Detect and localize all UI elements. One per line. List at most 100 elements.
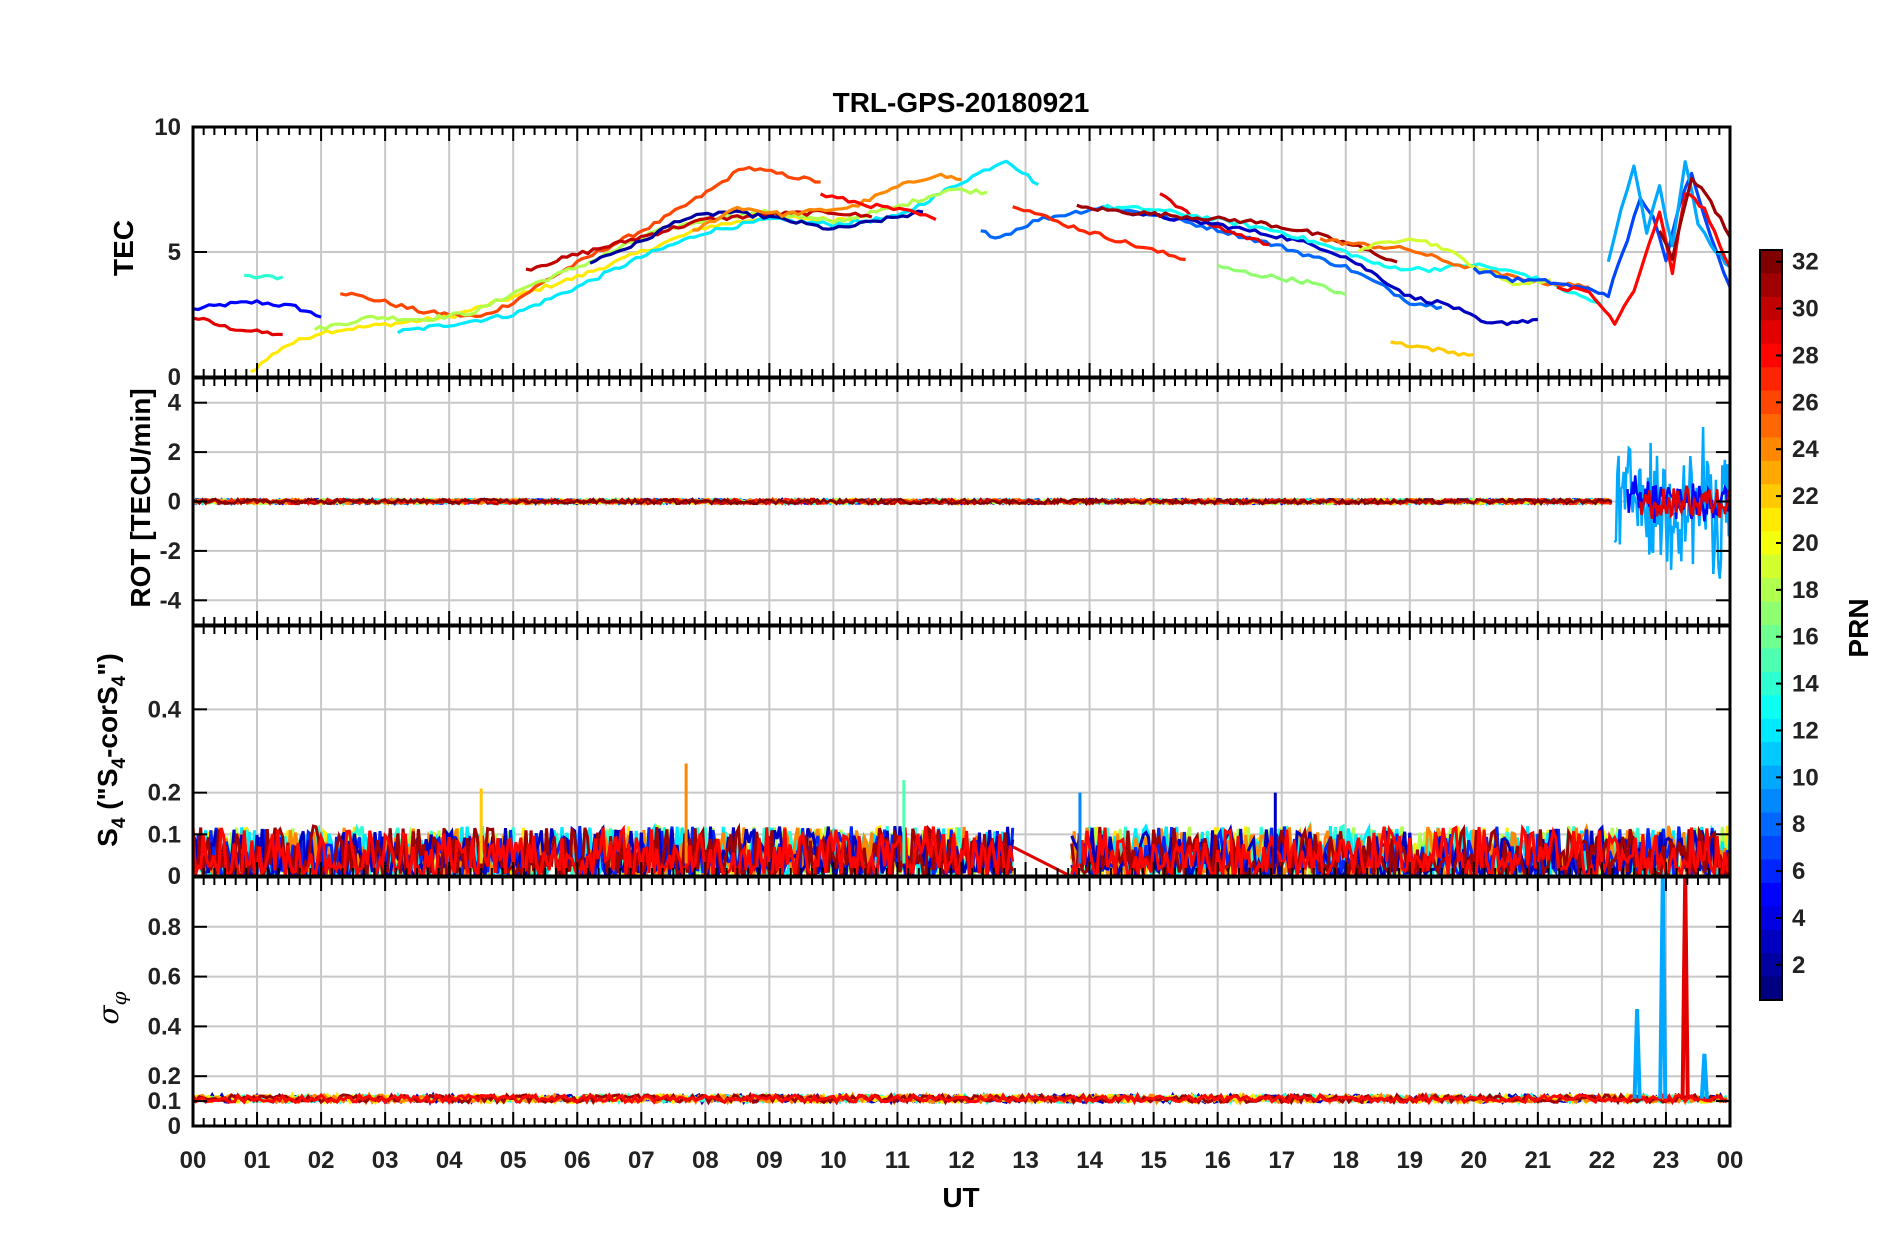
colorbar-step xyxy=(1760,765,1782,790)
sigma-phi-panel: 00.10.2 0.4 0.6 0.8 xyxy=(148,875,1732,1140)
colorbar-tick-label: 28 xyxy=(1792,342,1819,369)
x-tick-label: 16 xyxy=(1204,1147,1231,1174)
tec-series-prn-8 xyxy=(980,205,1443,310)
s4-ytick-label: 0.2 xyxy=(148,780,181,807)
x-tick-label: 09 xyxy=(756,1147,783,1174)
sigma_phi-frame xyxy=(191,875,1732,1128)
s4-trace-prn-28 xyxy=(1070,823,1730,876)
rot-traces xyxy=(193,426,1730,579)
sigma-spike-1 xyxy=(1658,877,1668,1099)
sigma_phi-ytick-label: 0.4 xyxy=(148,1013,182,1040)
sigma_phi-grid xyxy=(193,877,1730,1126)
colorbar-step xyxy=(1760,273,1782,298)
x-tick-label: 21 xyxy=(1525,1147,1552,1174)
colorbar-step xyxy=(1760,578,1782,603)
x-tick-label: 19 xyxy=(1396,1147,1423,1174)
colorbar-step xyxy=(1760,484,1782,509)
colorbar-tick-label: 10 xyxy=(1792,764,1819,791)
sigma-spike-0 xyxy=(1632,1008,1642,1099)
s4-ytick-label: 0.1 xyxy=(148,821,181,848)
colorbar-step xyxy=(1760,648,1782,673)
colorbar-tick-label: 14 xyxy=(1792,671,1819,698)
colorbar-step xyxy=(1760,835,1782,860)
colorbar-step xyxy=(1760,460,1782,485)
sigma_phi-ytick-label: 0.8 xyxy=(148,914,181,941)
colorbar-tick-label: 2 xyxy=(1792,952,1805,979)
x-tick-label: 11 xyxy=(885,1147,910,1174)
colorbar-step xyxy=(1760,320,1782,345)
sigma_phi-ytick-label: 0 xyxy=(168,1113,181,1140)
sigma_phi-traces xyxy=(193,877,1728,1106)
tec-series-prn-28 xyxy=(819,192,937,221)
colorbar-step xyxy=(1760,437,1782,462)
x-tick-label: 22 xyxy=(1589,1147,1616,1174)
colorbar-tick-label: 24 xyxy=(1792,436,1819,463)
x-tick-label: 23 xyxy=(1653,1147,1680,1174)
x-tick-label: 00 xyxy=(180,1147,207,1174)
rot-ytick-label: 2 xyxy=(168,439,181,466)
tec-series-prn-28 xyxy=(1556,192,1730,326)
colorbar-step xyxy=(1760,671,1782,696)
colorbar-step xyxy=(1760,789,1782,814)
tec-series-prn-14 xyxy=(244,273,284,281)
tec-series-prn-5 xyxy=(193,299,322,319)
x-axis-label: UT xyxy=(942,1182,979,1213)
x-tick-label: 12 xyxy=(948,1147,975,1174)
tec-series-prn-18 xyxy=(313,187,988,331)
s4-ytick-label: 0 xyxy=(168,863,181,890)
s4-gap-line xyxy=(1012,845,1072,876)
colorbar-tick-label: 4 xyxy=(1792,905,1806,932)
tec-series-prn-17 xyxy=(1217,264,1347,297)
colorbar-step xyxy=(1760,367,1782,392)
sigma-spike-3 xyxy=(1699,1053,1709,1099)
tec-ytick-label: 0 xyxy=(168,364,181,391)
colorbar-step xyxy=(1760,976,1782,1001)
tec-series-prn-3 xyxy=(1127,211,1538,327)
sigma-trace-prn-28 xyxy=(193,1091,1728,1106)
x-tick-label: 00 xyxy=(1717,1147,1744,1174)
colorbar-step xyxy=(1760,601,1782,626)
tec-series-prn-24 xyxy=(692,172,962,232)
tec-series-prn-25 xyxy=(1319,237,1590,289)
s4-trace-prn-6 xyxy=(193,826,1015,876)
rot-ytick-label: -4 xyxy=(160,587,182,614)
rot-burst-prn-10 xyxy=(1613,426,1730,579)
x-tick-label: 06 xyxy=(564,1147,591,1174)
colorbar-step xyxy=(1760,859,1782,884)
colorbar-step xyxy=(1760,250,1782,275)
rot-burst-prn-29 xyxy=(1639,485,1730,519)
tec-axis-label: TEC xyxy=(108,220,139,276)
tec-series-prn-27 xyxy=(1012,205,1186,262)
colorbar-step xyxy=(1760,554,1782,579)
sigma_phi-ytick-label: 0.2 xyxy=(148,1063,181,1090)
s4-panel: 0 0.1 0.2 0.4 xyxy=(148,624,1732,890)
rot-axis-label: ROT [TECU/min] xyxy=(125,388,156,607)
rot-ytick-label: 4 xyxy=(168,390,182,417)
x-tick-label: 01 xyxy=(244,1147,271,1174)
sigma_phi-ytick-label: 0.1 xyxy=(148,1088,181,1115)
x-tick-label: 10 xyxy=(820,1147,847,1174)
colorbar-step xyxy=(1760,390,1782,415)
s4-traces xyxy=(193,763,1730,876)
tec-series-prn-10 xyxy=(1606,160,1730,269)
colorbar-step xyxy=(1760,742,1782,767)
colorbar-step xyxy=(1760,718,1782,743)
tec-series-prn-13 xyxy=(1101,203,1603,306)
colorbar-tick-label: 6 xyxy=(1792,858,1805,885)
sigma-trace-prn-31 xyxy=(193,1091,1728,1106)
colorbar-tick-label: 22 xyxy=(1792,483,1819,510)
colorbar-frame xyxy=(1759,249,1783,1001)
colorbar-tick-label: 32 xyxy=(1792,249,1819,276)
tec-series-prn-29 xyxy=(193,316,283,337)
chart-title: TRL-GPS-20180921 xyxy=(833,87,1090,118)
colorbar-tick-label: 26 xyxy=(1792,389,1819,416)
colorbar-tick-label: 12 xyxy=(1792,717,1819,744)
colorbar-tick-label: 20 xyxy=(1792,530,1819,557)
rot-quiet-prn-32 xyxy=(193,497,1613,506)
colorbar-step xyxy=(1760,882,1782,907)
x-tick-label: 02 xyxy=(308,1147,335,1174)
sigma-spike-2 xyxy=(1680,877,1690,1099)
rot-ytick-label: 0 xyxy=(168,489,181,516)
